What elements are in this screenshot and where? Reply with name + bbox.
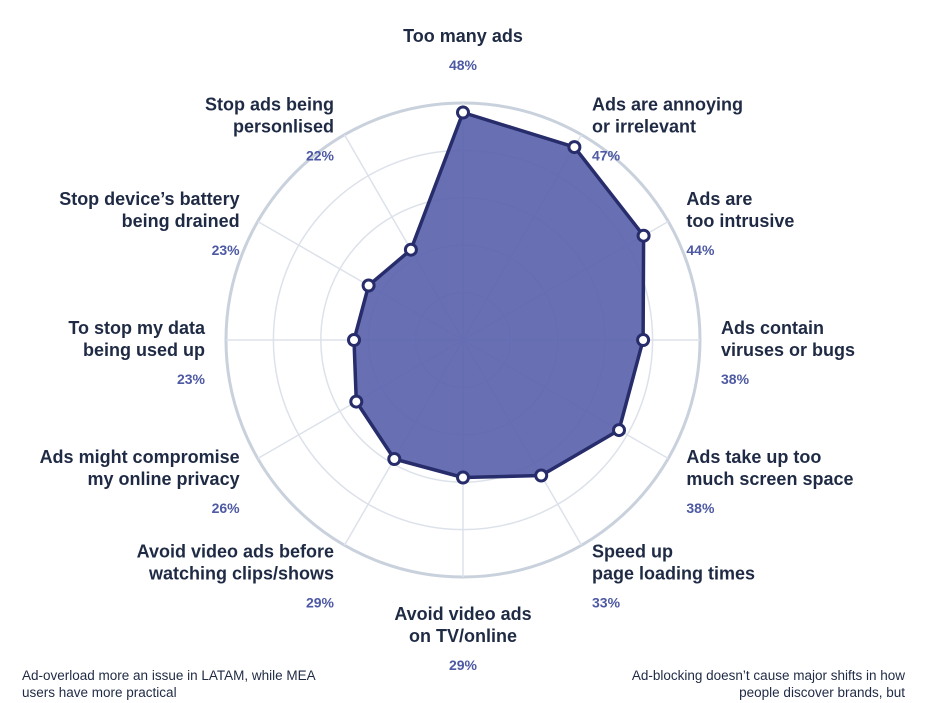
category-label: being drained (122, 211, 240, 231)
value-label: 22% (306, 148, 335, 164)
category-label: Ads might compromise (40, 447, 240, 467)
data-point (456, 470, 470, 485)
value-label: 47% (592, 148, 621, 164)
category-label: To stop my data (68, 318, 206, 338)
category-label: Stop device’s battery (59, 189, 239, 209)
footer-left-note: Ad-overload more an issue in LATAM, whil… (22, 668, 315, 700)
category-label: my online privacy (88, 469, 240, 489)
category-label: Speed up (592, 541, 673, 561)
category-label: Too many ads (403, 26, 523, 46)
value-label: 48% (449, 57, 478, 73)
data-point (534, 468, 549, 483)
category-label: on TV/online (409, 626, 517, 646)
category-label: page loading times (592, 563, 755, 583)
value-label: 33% (592, 594, 621, 610)
value-label: 44% (686, 242, 715, 258)
data-point (349, 394, 364, 409)
category-label: too intrusive (686, 211, 794, 231)
data-point (567, 140, 582, 155)
category-label: viruses or bugs (721, 340, 855, 360)
category-label: personlised (233, 117, 334, 137)
category-label: Ads are annoying (592, 95, 743, 115)
data-point (456, 105, 470, 120)
value-label: 23% (177, 371, 206, 387)
value-label: 38% (721, 371, 750, 387)
data-point (636, 333, 651, 347)
data-point (347, 333, 361, 347)
category-label: or irrelevant (592, 117, 696, 137)
data-point (612, 423, 626, 438)
category-label: Ads take up too (686, 447, 821, 467)
series-area (352, 110, 646, 480)
data-point (361, 278, 376, 293)
category-label: Avoid video ads (394, 604, 531, 624)
data-point (636, 228, 651, 243)
category-label: much screen space (686, 469, 853, 489)
data-point (403, 242, 418, 257)
category-label: watching clips/shows (148, 563, 334, 583)
value-label: 26% (212, 500, 241, 516)
category-label: Avoid video ads before (137, 541, 334, 561)
category-label: Ads contain (721, 318, 824, 338)
category-label: Ads are (686, 189, 752, 209)
value-label: 38% (686, 500, 715, 516)
value-label: 29% (449, 657, 478, 673)
value-label: 29% (306, 594, 335, 610)
category-label: Stop ads being (205, 95, 334, 115)
value-label: 23% (212, 242, 241, 258)
data-point (387, 452, 402, 466)
category-label: being used up (83, 340, 205, 360)
footer-right-note: Ad-blocking doesn’t cause major shifts i… (631, 668, 905, 700)
